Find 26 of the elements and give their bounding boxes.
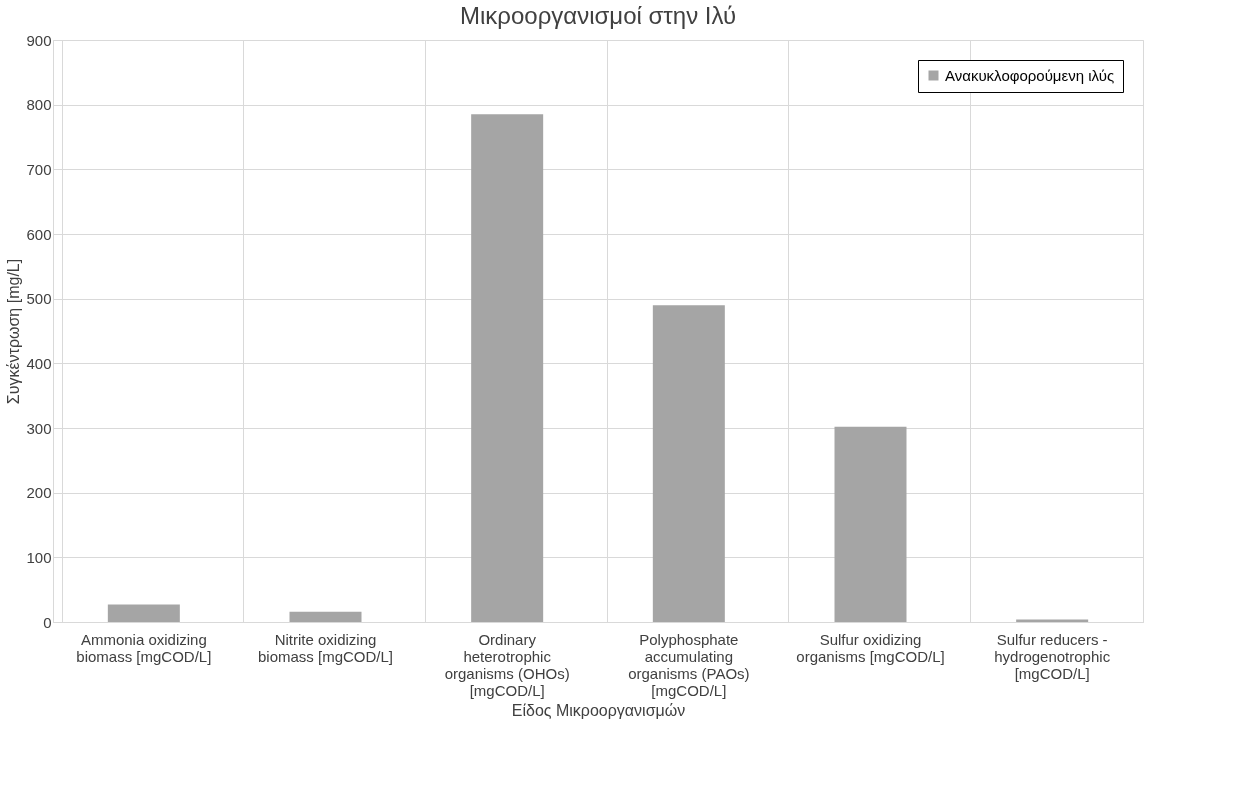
y-axis-title: Συγκέντρωση [mg/L] bbox=[5, 258, 23, 405]
y-tick-label: 0 bbox=[43, 613, 52, 631]
x-tick-label: Nitrite oxidizing biomass [mgCOD/L] bbox=[257, 630, 394, 665]
x-tick-label: Ammonia oxidizing biomass [mgCOD/L] bbox=[76, 630, 212, 665]
x-tick-label: Sulfur reducers - hydrogenotrophic [mgCOD/L] bbox=[994, 630, 1111, 682]
bar bbox=[471, 114, 544, 622]
x-axis-title: Είδος Μικροοργανισμών bbox=[511, 701, 686, 719]
y-tick-label: 400 bbox=[26, 354, 52, 372]
y-tick-label: 900 bbox=[26, 31, 52, 49]
legend-label: Ανακυκλοφορούμενη ιλύς bbox=[945, 66, 1115, 84]
bar bbox=[1016, 619, 1089, 622]
bar bbox=[652, 305, 725, 622]
y-tick-label: 800 bbox=[26, 96, 52, 114]
y-tick-label: 100 bbox=[26, 548, 52, 566]
y-tick-label: 700 bbox=[26, 160, 52, 178]
x-tick-label: Sulfur oxidizing organisms [mgCOD/L] bbox=[796, 630, 945, 665]
bar bbox=[834, 426, 907, 622]
chart-title: Μικροοργανισμοί στην Ιλύ bbox=[459, 2, 737, 29]
bar bbox=[107, 604, 180, 622]
x-tick-label: Polyphosphate accumulating organisms (PAOs) [mgCOD/L] bbox=[628, 630, 750, 699]
y-tick-label: 600 bbox=[26, 225, 52, 243]
y-tick-label: 500 bbox=[26, 290, 52, 308]
y-tick-label: 300 bbox=[26, 419, 52, 437]
bar bbox=[289, 611, 362, 622]
y-tick-label: 200 bbox=[26, 484, 52, 502]
x-tick-label: Ordinary heterotrophic organisms (OHOs) [mgCOD/L] bbox=[444, 630, 570, 699]
